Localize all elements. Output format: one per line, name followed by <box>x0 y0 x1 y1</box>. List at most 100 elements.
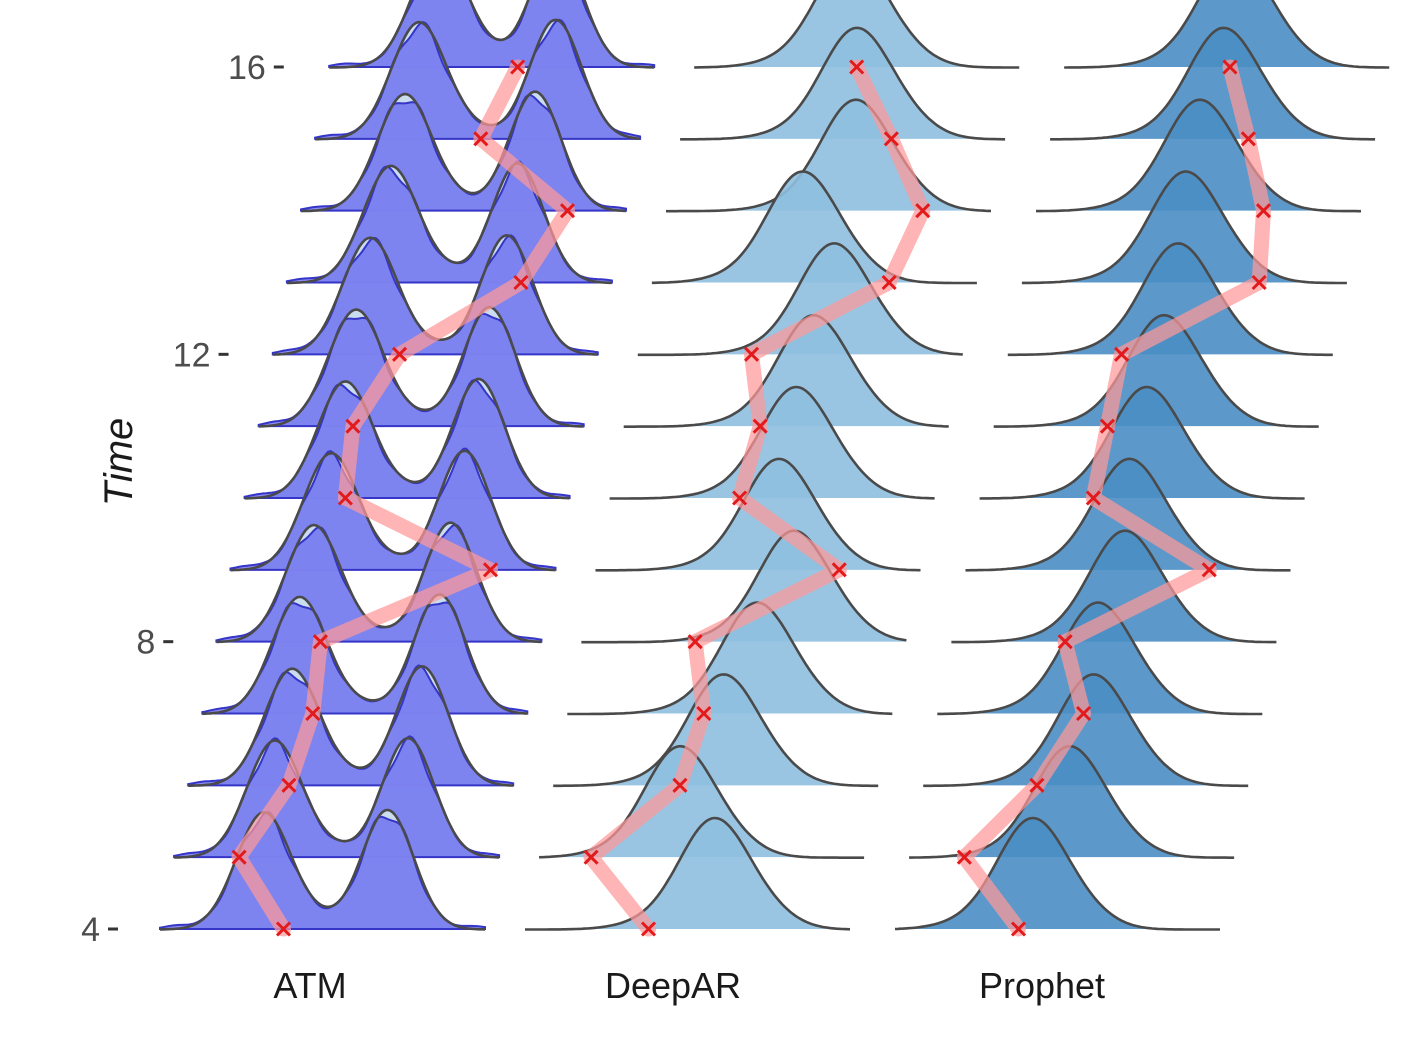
ridge-outline <box>230 449 556 572</box>
ridge-outline <box>680 26 1006 141</box>
ridge-outline <box>525 816 851 931</box>
ridge-fill <box>651 171 977 283</box>
observed-marker-deepar-t6 <box>672 777 688 793</box>
observed-marker-prophet-t11 <box>1099 418 1116 434</box>
ridge-prophet-t4 <box>894 816 1220 931</box>
ridge-outline <box>1021 170 1347 285</box>
observed-marker-deepar-t14 <box>915 203 931 219</box>
ridge-outline <box>286 162 612 285</box>
y-axis-title: Time <box>97 418 141 507</box>
ridge-fill <box>567 602 893 714</box>
ridge-fill <box>1036 99 1361 212</box>
observed-marker-prophet-t5 <box>956 849 972 865</box>
ridge-outline <box>694 0 1020 69</box>
observed-marker-deepar-t4 <box>640 921 657 937</box>
observed-marker-prophet-t6 <box>1029 777 1045 793</box>
ridge-fill <box>525 818 850 930</box>
ridge-fill <box>909 746 1235 858</box>
ridge-prophet-t15 <box>1050 26 1376 141</box>
observed-marker-atm-t5 <box>231 849 247 865</box>
ridge-prophet-t13 <box>1021 170 1347 285</box>
ridge-fill <box>895 818 1220 930</box>
observed-marker-prophet-t13 <box>1251 274 1267 291</box>
ridge-prophet-t8 <box>951 529 1277 644</box>
ridge-fill <box>993 315 1319 427</box>
panel-prophet <box>894 0 1390 931</box>
ridge-outline <box>993 313 1319 428</box>
ridge-outline <box>951 529 1277 644</box>
ridge-outline <box>258 305 584 428</box>
ridge-deepar-t15 <box>680 26 1006 141</box>
observed-marker-atm-t10 <box>337 490 353 506</box>
observed-marker-prophet-t16 <box>1222 59 1238 75</box>
ridge-outline <box>174 736 500 859</box>
ridge-fill <box>581 530 907 643</box>
ridge-outline <box>609 385 935 500</box>
ridge-fill <box>1050 27 1376 140</box>
ridge-outline <box>329 0 655 69</box>
panel-label-deepar: DeepAR <box>605 965 741 1006</box>
observed-marker-deepar-t12 <box>743 346 760 362</box>
observed-marker-prophet-t12 <box>1113 346 1130 362</box>
ridge-outline <box>315 18 641 141</box>
observed-marker-atm-t7 <box>305 705 321 722</box>
ridge-outline <box>160 808 486 931</box>
ridge-outline <box>937 601 1263 716</box>
ridge-prophet-t14 <box>1036 98 1361 213</box>
ridge-fill <box>1007 243 1333 355</box>
ridge-outline <box>188 665 514 787</box>
observed-marker-atm-t4 <box>275 921 292 937</box>
observed-marker-deepar-t11 <box>752 418 768 434</box>
observed-marker-atm-t12 <box>391 346 408 362</box>
ridge-prophet-t5 <box>909 744 1235 859</box>
observed-marker-deepar-t16 <box>849 59 865 75</box>
observed-marker-atm-t16 <box>510 59 526 75</box>
y-axis: Time 4 8 12 16 <box>81 49 284 949</box>
ridge-deepar-t12 <box>637 242 963 357</box>
ridge-outline <box>637 242 963 357</box>
observed-marker-atm-t8 <box>312 634 328 650</box>
ridge-deepar-t4 <box>525 816 851 931</box>
y-tick-label: 16 <box>228 49 266 87</box>
observed-marker-deepar-t13 <box>881 274 897 291</box>
ridge-prophet-t7 <box>937 601 1263 716</box>
ridge-fill <box>951 530 1277 643</box>
panel-labels: ATM DeepAR Prophet <box>273 965 1105 1006</box>
trajectory-layer <box>231 59 1272 937</box>
ridge-deepar-t8 <box>581 529 907 644</box>
observed-marker-atm-t15 <box>473 131 489 147</box>
observed-marker-deepar-t9 <box>831 562 847 578</box>
ridge-outline <box>202 593 528 716</box>
observed-marker-atm-t6 <box>281 777 297 793</box>
observed-marker-atm-t13 <box>513 274 529 291</box>
observed-marker-deepar-t7 <box>696 705 712 722</box>
observed-marker-deepar-t8 <box>687 634 703 650</box>
observed-marker-atm-t11 <box>345 418 361 434</box>
ridge-deepar-t10 <box>609 385 935 500</box>
ridge-outline <box>581 529 907 644</box>
ridge-outline <box>216 521 542 644</box>
observed-marker-deepar-t5 <box>583 849 599 865</box>
ridge-fill <box>979 387 1305 499</box>
ridge-fill <box>553 674 879 786</box>
ridge-atm-t4 <box>159 808 486 931</box>
ridge-fill <box>623 315 949 427</box>
ridge-outline <box>1064 0 1390 69</box>
y-tick-label: 4 <box>81 911 100 949</box>
ridge-outline <box>300 90 627 213</box>
ridge-fill <box>637 243 963 355</box>
observed-marker-deepar-t10 <box>732 490 748 506</box>
ridge-fill <box>1021 171 1347 283</box>
ridge-outline <box>979 385 1305 500</box>
ridge-prophet-t10 <box>979 385 1305 500</box>
ridge-fill <box>680 27 1006 140</box>
ridge-outline <box>666 98 991 213</box>
observed-marker-prophet-t8 <box>1057 634 1073 650</box>
observed-marker-deepar-t15 <box>883 131 899 147</box>
ridge-deepar-t13 <box>651 170 977 285</box>
ridge-prophet-t11 <box>993 313 1319 428</box>
ridge-prophet-t12 <box>1007 242 1333 357</box>
ridge-outline <box>1007 242 1333 357</box>
observed-marker-prophet-t9 <box>1201 562 1217 578</box>
